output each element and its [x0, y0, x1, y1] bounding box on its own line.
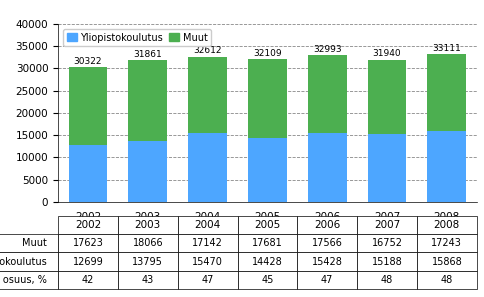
Bar [427, 54, 466, 131]
Bar [128, 60, 167, 140]
Text: 31861: 31861 [134, 50, 162, 59]
Bar [248, 138, 287, 202]
Text: 32109: 32109 [253, 49, 282, 58]
Text: 30322: 30322 [74, 56, 102, 66]
Text: 33111: 33111 [433, 44, 461, 53]
Bar [367, 60, 407, 134]
Text: 32612: 32612 [193, 46, 222, 55]
Legend: Yliopistokoulutus, Muut: Yliopistokoulutus, Muut [63, 29, 212, 46]
Bar [69, 67, 107, 146]
Bar [128, 140, 167, 202]
Bar [188, 57, 227, 133]
Bar [69, 146, 107, 202]
Bar [427, 131, 466, 202]
Bar [248, 59, 287, 138]
Text: 31940: 31940 [373, 49, 401, 58]
Bar [308, 133, 347, 202]
Text: 32993: 32993 [313, 45, 342, 54]
Bar [188, 133, 227, 202]
Bar [308, 55, 347, 133]
Bar [367, 134, 407, 202]
